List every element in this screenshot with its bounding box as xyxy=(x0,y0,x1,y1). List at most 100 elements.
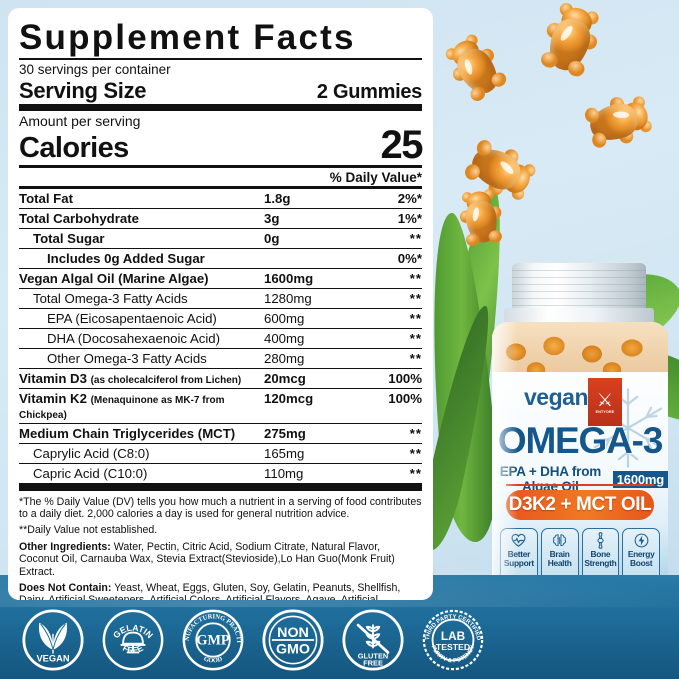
amount-per-serving-label: Amount per serving xyxy=(19,112,141,129)
table-row: Medium Chain Triglycerides (MCT) 275mg ** xyxy=(19,423,422,444)
nutrient-amount: 20mcg xyxy=(264,368,356,389)
daily-value-header: % Daily Value* xyxy=(329,169,422,185)
gmp-text: GMP xyxy=(196,632,230,648)
label-divider xyxy=(506,484,654,486)
gmp-arc-bottom: GOOD xyxy=(203,655,224,664)
benefit-line1: Brain xyxy=(550,549,570,559)
nutrient-daily-value: ** xyxy=(356,308,422,329)
table-row: Total Sugar 0g ** xyxy=(19,228,422,249)
does-not-contain-label: Does Not Contain: xyxy=(19,581,112,594)
nutrient-amount: 0g xyxy=(264,228,356,249)
divider xyxy=(19,483,422,491)
divider xyxy=(19,58,422,60)
brand-logo: ⚔ ENTYORE xyxy=(588,378,622,426)
non-gmo-badge: NON GMO xyxy=(262,608,324,671)
table-row: Vegan Algal Oil (Marine Algae) 1600mg ** xyxy=(19,268,422,289)
nutrient-label: Includes 0g Added Sugar xyxy=(47,250,205,266)
nutrient-daily-value: ** xyxy=(356,423,422,444)
calories-label: Calories xyxy=(19,131,129,164)
nutrient-label: Capric Acid (C10:0) xyxy=(33,465,148,481)
bottle-cap xyxy=(512,262,646,312)
nutrient-label: Total Omega-3 Fatty Acids xyxy=(33,290,188,306)
table-row: Capric Acid (C10:0) 110mg ** xyxy=(19,463,422,484)
nutrient-amount: 1280mg xyxy=(264,288,356,309)
nutrient-name: Other Omega-3 Fatty Acids xyxy=(19,348,264,369)
label-strength: 1600mg xyxy=(612,470,668,488)
benefit-line2: Support xyxy=(504,558,534,568)
other-ingredients-text: Water, Pectin, Citric Acid, Sodium Citra… xyxy=(19,540,395,578)
nutrition-table: Total Fat 1.8g 2%* Total Carbohydrate 3g 1%* T… xyxy=(19,188,422,484)
nutrient-name: Includes 0g Added Sugar xyxy=(19,248,264,269)
nutrient-amount: 120mcg xyxy=(264,388,356,424)
does-not-contain: Does Not Contain: Yeast, Wheat, Eggs, Gl… xyxy=(19,582,422,600)
nutrient-source-note: (Menaquinone as MK-7 from Chickpea) xyxy=(19,394,225,421)
nutrient-label: Other Omega-3 Fatty Acids xyxy=(47,350,207,366)
nutrient-daily-value: ** xyxy=(356,328,422,349)
nutrient-name: DHA (Docosahexaenoic Acid) xyxy=(19,328,264,349)
nutrient-amount: 1600mg xyxy=(264,268,356,289)
nutrient-name: Total Omega-3 Fatty Acids xyxy=(19,288,264,309)
non-text: NON xyxy=(277,624,309,640)
table-row: DHA (Docosahexaenoic Acid) 400mg ** xyxy=(19,328,422,349)
nutrient-source-note: (as cholecalciferol from Lichen) xyxy=(90,374,242,386)
gmo-text: GMO xyxy=(276,641,310,657)
label-banner: D3K2 + MCT OIL xyxy=(506,490,654,520)
nutrient-amount: 165mg xyxy=(264,443,356,464)
nutrient-label: EPA (Eicosapentaenoic Acid) xyxy=(47,310,217,326)
nutrient-daily-value: 2%* xyxy=(356,188,422,209)
lightning-icon xyxy=(634,533,649,548)
benefit-line2: Boost xyxy=(630,558,653,568)
label-vegan-text: vegan xyxy=(524,384,588,410)
nutrient-name: Vitamin K2 (Menaquinone as MK-7 from Chi… xyxy=(19,388,264,424)
nutrient-amount: 280mg xyxy=(264,348,356,369)
divider xyxy=(19,103,422,111)
nutrient-label: DHA (Docosahexaenoic Acid) xyxy=(47,330,220,346)
benefit-line1: Bone xyxy=(591,549,611,559)
gelatin-text: GELATIN xyxy=(111,622,155,640)
brand-name: ENTYORE xyxy=(595,409,615,414)
nutrient-daily-value: 1%* xyxy=(356,208,422,229)
nutrient-amount xyxy=(264,248,356,269)
gluten-free-badge: GLUTEN FREE xyxy=(342,608,404,671)
divider xyxy=(19,185,422,189)
other-ingredients-label: Other Ingredients: xyxy=(19,540,111,553)
divider xyxy=(19,164,422,168)
nutrient-label: Total Fat xyxy=(19,190,73,206)
serving-size-row: Serving Size 2 Gummies xyxy=(19,78,422,104)
benefit-line1: Better xyxy=(508,549,531,559)
nutrient-name: Medium Chain Triglycerides (MCT) xyxy=(19,423,264,444)
servings-per-container: 30 servings per container xyxy=(19,61,171,77)
footnotes: *The % Daily Value (DV) tells you how mu… xyxy=(19,496,422,601)
lab-text: LAB xyxy=(441,630,465,643)
wheat-crossed-icon xyxy=(356,623,390,654)
brand-glyph-icon: ⚔ xyxy=(596,389,614,410)
footnote-daily-value: *The % Daily Value (DV) tells you how mu… xyxy=(19,495,422,520)
brain-icon xyxy=(553,534,567,546)
nutrient-daily-value: 0%* xyxy=(356,248,422,269)
gummies-in-bottle xyxy=(492,322,668,378)
nutrient-amount: 3g xyxy=(264,208,356,229)
table-row: Vitamin D3 (as cholecalciferol from Lich… xyxy=(19,368,422,389)
serving-size-label: Serving Size xyxy=(19,77,147,103)
nutrient-label: Total Carbohydrate xyxy=(19,210,139,226)
nutrient-daily-value: ** xyxy=(356,463,422,484)
nutrient-daily-value: ** xyxy=(356,288,422,309)
supplement-facts-panel: Supplement Facts 30 servings per contain… xyxy=(8,8,433,600)
nutrient-name: Caprylic Acid (C8:0) xyxy=(19,443,264,464)
nutrient-name: Vitamin D3 (as cholecalciferol from Lich… xyxy=(19,368,264,389)
gelatin-free-badge: GELATIN FREE xyxy=(102,609,164,671)
footnote-not-established: **Daily Value not established. xyxy=(19,524,158,537)
nutrient-daily-value: ** xyxy=(356,228,422,249)
nutrient-name: Total Sugar xyxy=(19,228,264,249)
label-subtitle: EPA + DHA from Algae Oil 1600mg xyxy=(492,464,668,494)
gummy-bear-icon xyxy=(456,187,507,248)
label-product-name: OMEGA-3 xyxy=(497,420,663,461)
gluten-text: GLUTEN xyxy=(358,651,389,660)
pudding-icon xyxy=(120,631,146,653)
nutrient-amount: 1.8g xyxy=(264,188,356,209)
table-row: Caprylic Acid (C8:0) 165mg ** xyxy=(19,443,422,464)
nutrient-daily-value: 100% xyxy=(356,388,422,424)
table-row: Other Omega-3 Fatty Acids 280mg ** xyxy=(19,348,422,369)
nutrient-name: Capric Acid (C10:0) xyxy=(19,463,264,484)
calories-value: 25 xyxy=(380,122,424,167)
